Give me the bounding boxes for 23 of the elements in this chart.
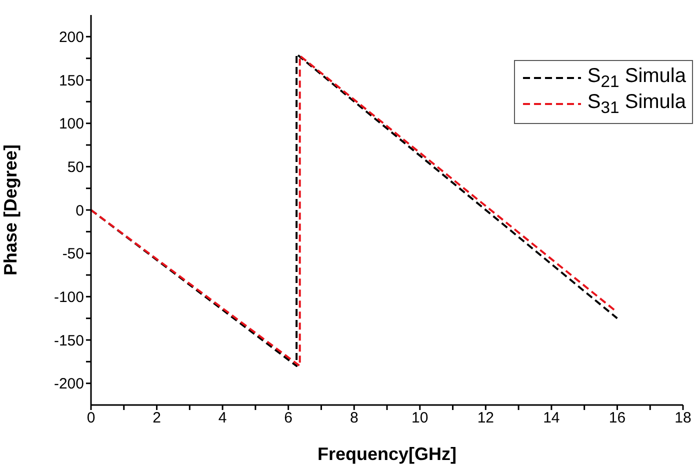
y-axis-title: Phase [Degree] — [0, 144, 20, 276]
x-tick-label: 6 — [284, 410, 293, 427]
x-tick-label: 0 — [86, 410, 96, 427]
x-tick-label: 2 — [152, 410, 161, 427]
x-tick-label: 16 — [608, 410, 626, 427]
y-tick-label: -100 — [54, 288, 84, 306]
x-tick-label: 12 — [477, 410, 494, 427]
x-tick-label: 18 — [674, 410, 692, 427]
y-tick-label: -150 — [54, 332, 84, 350]
y-tick-label: 0 — [76, 202, 84, 220]
y-tick-label: 100 — [58, 116, 84, 133]
x-axis-title: Frequency[GHz] — [317, 444, 457, 464]
x-tick-label: 4 — [218, 410, 227, 427]
x-tick-label: 10 — [412, 410, 428, 427]
y-tick-label: -50 — [62, 246, 84, 263]
y-tick-label: 200 — [58, 28, 84, 46]
x-tick-label: 8 — [350, 410, 358, 427]
legend-label: S$_{31}$ Simula — [587, 90, 686, 118]
x-tick-label: 14 — [543, 410, 560, 427]
legend-label: S$_{21}$ Simula — [587, 64, 686, 92]
y-tick-label: -200 — [54, 376, 84, 393]
y-tick-label: 50 — [67, 158, 84, 176]
y-tick-label: 150 — [58, 72, 84, 90]
